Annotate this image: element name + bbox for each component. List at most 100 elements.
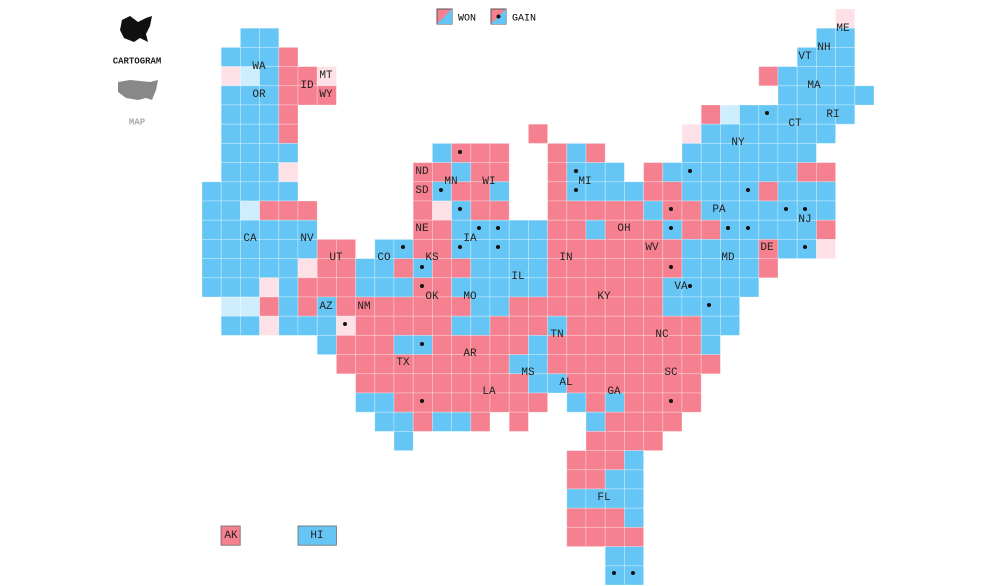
district-tile [547, 181, 568, 202]
cartogram-icon[interactable] [120, 16, 152, 42]
district-tile [431, 315, 452, 336]
won-icon-half [437, 9, 452, 24]
state-label: TN [550, 329, 563, 341]
map-button[interactable]: MAP [129, 117, 146, 127]
gain-dot [458, 150, 462, 154]
state-label: AZ [319, 301, 333, 313]
district-tile [662, 219, 683, 240]
district-tile [316, 277, 337, 298]
district-tile [777, 181, 798, 202]
district-tile [547, 162, 568, 183]
state-label: OH [617, 223, 630, 235]
district-tile [720, 162, 741, 183]
state-label: RI [826, 109, 839, 121]
district-tile [566, 507, 587, 528]
district-tile [220, 238, 241, 259]
district-tile [412, 200, 433, 221]
district-tile [681, 354, 702, 375]
district-tile [700, 334, 721, 355]
district-tile [624, 488, 645, 509]
district-tile [220, 219, 241, 240]
district-tile [720, 277, 741, 298]
district-tile [393, 373, 414, 394]
district-tile [681, 373, 702, 394]
district-tile [431, 219, 452, 240]
state-label: VA [674, 281, 688, 293]
cartogram-button[interactable]: CARTOGRAM [113, 56, 162, 66]
gain-dot [420, 399, 424, 403]
gain-dot [420, 342, 424, 346]
district-tile [585, 411, 606, 432]
gain-dot [401, 245, 405, 249]
district-tile [259, 315, 280, 336]
district-tile [624, 296, 645, 317]
map-icon[interactable] [118, 80, 158, 100]
district-tile [412, 315, 433, 336]
district-tile [259, 219, 280, 240]
district-tile [720, 219, 741, 240]
district-tile [528, 334, 549, 355]
district-tile [604, 354, 625, 375]
district-tile [604, 411, 625, 432]
state-label: MD [721, 252, 735, 264]
district-tile [624, 238, 645, 259]
gain-dot [612, 571, 616, 575]
district-tile [604, 546, 625, 567]
district-tile [758, 258, 779, 279]
state-label: OR [252, 89, 266, 101]
district-tile [470, 315, 491, 336]
district-tile [566, 219, 587, 240]
district-tile [566, 488, 587, 509]
district-tile [335, 354, 356, 375]
district-tile [700, 238, 721, 259]
district-tile [489, 238, 510, 259]
district-tile [700, 123, 721, 144]
district-tile [681, 200, 702, 221]
view-toggle[interactable]: CARTOGRAM MAP [113, 16, 162, 127]
district-tile [297, 315, 318, 336]
state-label: LA [482, 386, 496, 398]
state-label: AL [559, 377, 572, 389]
gain-dot [574, 169, 578, 173]
gain-dot [726, 226, 730, 230]
gain-dot [803, 245, 807, 249]
district-tile [643, 258, 664, 279]
district-tile [604, 258, 625, 279]
district-tile [259, 238, 280, 259]
district-tile [335, 334, 356, 355]
state-label: SC [664, 367, 678, 379]
district-tile [201, 258, 222, 279]
district-tile [431, 200, 452, 221]
gain-dot [574, 188, 578, 192]
district-tile [431, 411, 452, 432]
district-tile [835, 47, 856, 68]
state-label: ID [300, 80, 314, 92]
district-tile [355, 315, 376, 336]
district-tile [681, 392, 702, 413]
district-tile [431, 392, 452, 413]
district-tile [854, 85, 875, 106]
district-tile [239, 296, 260, 317]
state-label: MO [463, 291, 477, 303]
district-tile [643, 296, 664, 317]
state-label: WI [482, 176, 495, 188]
gain-dot [631, 571, 635, 575]
state-label: MS [521, 367, 535, 379]
gain-dot [669, 265, 673, 269]
district-tile [624, 565, 645, 586]
district-tile [816, 238, 837, 259]
district-tile [758, 142, 779, 163]
district-tile [451, 411, 472, 432]
district-tile [259, 296, 280, 317]
district-tile [681, 123, 702, 144]
district-tile [470, 200, 491, 221]
district-tile [239, 315, 260, 336]
district-tile [239, 277, 260, 298]
legend: WON GAIN [436, 8, 536, 25]
district-tile [816, 219, 837, 240]
district-tile [566, 527, 587, 548]
state-label: HI [310, 530, 323, 542]
district-tile [201, 181, 222, 202]
district-tile [451, 200, 472, 221]
